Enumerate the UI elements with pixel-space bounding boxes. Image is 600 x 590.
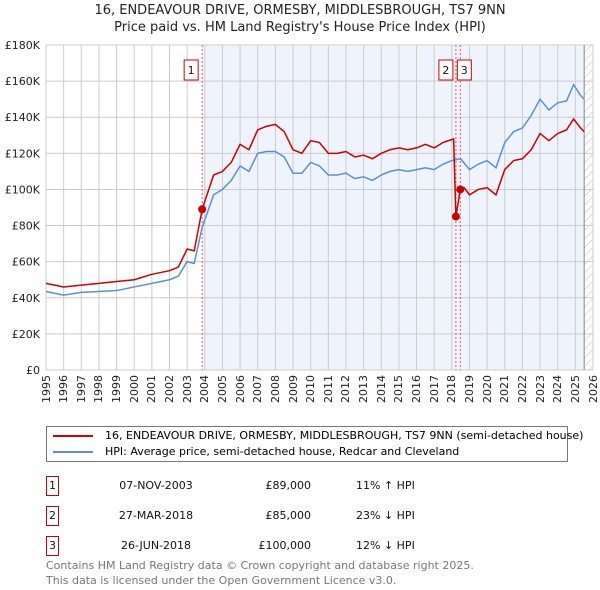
- chart-subtitle: Price paid vs. HM Land Registry's House …: [114, 20, 486, 35]
- sale-marker-box: [183, 59, 199, 81]
- x-tick-label: 2025: [568, 375, 582, 403]
- x-tick-label: 2018: [445, 375, 459, 403]
- sale-date: 27-MAR-2018: [118, 509, 194, 522]
- x-tick-label: 2007: [251, 375, 265, 403]
- chart-title: 16, ENDEAVOUR DRIVE, ORMESBY, MIDDLESBRO…: [94, 3, 506, 18]
- sale-date: 26-JUN-2018: [120, 539, 192, 552]
- x-tick-label: 2016: [410, 375, 424, 403]
- x-tick-label: 1999: [110, 375, 124, 403]
- sale-row-2: 2 27-MAR-2018 £85,000 23% ↓ HPI: [46, 506, 546, 526]
- y-tick-label: £180K: [5, 39, 41, 52]
- y-tick-label: £40K: [12, 292, 41, 305]
- footer-licence: This data is licensed under the Open Gov…: [46, 574, 397, 587]
- highlight-region: [202, 45, 585, 370]
- x-tick-label: 1997: [74, 375, 88, 403]
- y-tick-label: £120K: [5, 147, 41, 160]
- y-tick-label: £100K: [5, 183, 41, 196]
- x-tick-label: 2008: [268, 375, 282, 403]
- y-tick-label: £0: [26, 364, 40, 375]
- x-tick-label: 2006: [233, 375, 247, 403]
- x-tick-label: 1998: [92, 375, 106, 403]
- legend: 16, ENDEAVOUR DRIVE, ORMESBY, MIDDLESBRO…: [46, 426, 583, 462]
- sale-marker-box: [456, 59, 472, 81]
- x-tick-label: 2020: [480, 375, 494, 403]
- y-tick-label: £140K: [5, 111, 41, 124]
- x-tick-label: 2002: [163, 375, 177, 403]
- legend-item-property: 16, ENDEAVOUR DRIVE, ORMESBY, MIDDLESBRO…: [53, 429, 583, 442]
- property-price-line: [45, 117, 585, 288]
- x-tick-label: 2013: [357, 375, 371, 403]
- x-tick-label: 2003: [180, 375, 194, 403]
- hpi-line: [45, 83, 585, 296]
- sale-point: [198, 205, 207, 214]
- x-tick-label: 1996: [57, 375, 71, 403]
- sale-hpi-diff: 11% ↑ HPI: [356, 479, 415, 492]
- sale-date: 07-NOV-2003: [119, 479, 193, 492]
- forecast-hatch: [584, 45, 593, 370]
- sale-marker-label: 3: [46, 536, 59, 556]
- sale-row-1: 1 07-NOV-2003 £89,000 11% ↑ HPI: [46, 476, 546, 496]
- x-tick-label: 2004: [198, 375, 212, 403]
- x-tick-label: 2022: [515, 375, 529, 403]
- x-tick-label: 2010: [304, 375, 318, 403]
- sale-hpi-diff: 23% ↓ HPI: [356, 509, 415, 522]
- footer-copyright: Contains HM Land Registry data © Crown c…: [46, 559, 474, 572]
- sale-point: [456, 185, 465, 194]
- x-tick-label: 2001: [145, 375, 159, 403]
- x-tick-label: 2021: [498, 375, 512, 403]
- y-tick-label: £160K: [5, 75, 41, 88]
- y-tick-label: £60K: [12, 256, 41, 269]
- sale-price: £85,000: [265, 509, 312, 522]
- sale-marker-number: 3: [461, 64, 468, 77]
- x-tick-label: 2026: [586, 375, 600, 403]
- y-tick-label: £20K: [12, 328, 41, 341]
- x-tick-label: 2005: [215, 375, 229, 403]
- legend-label-property: 16, ENDEAVOUR DRIVE, ORMESBY, MIDDLESBRO…: [105, 429, 584, 442]
- x-tick-label: 2023: [533, 375, 547, 403]
- x-tick-label: 2017: [427, 375, 441, 403]
- chart-plot: £0 £20K £40K £60K £80K £100K £120K £140K £160K £1…: [5, 39, 594, 375]
- sale-marker-number: 2: [442, 64, 449, 77]
- x-tick-label: 2012: [339, 375, 353, 403]
- sale-marker-label: 2: [46, 506, 59, 526]
- x-tick-label: 2024: [551, 375, 565, 403]
- x-tick-label: 2014: [374, 375, 388, 403]
- legend-label-hpi: HPI: Average price, semi-detached house,…: [105, 445, 460, 458]
- x-tick-label: 2019: [462, 375, 476, 403]
- y-tick-label: £80K: [12, 220, 41, 233]
- x-tick-label: 2015: [392, 375, 406, 403]
- x-tick-label: 2000: [127, 375, 141, 403]
- x-tick-label: 2011: [321, 375, 335, 403]
- legend-swatch-property: [53, 434, 93, 437]
- sale-marker-box: [438, 59, 454, 81]
- sale-marker-label: 1: [46, 476, 59, 496]
- legend-item-hpi: HPI: Average price, semi-detached house,…: [53, 445, 459, 458]
- x-tick-label: 1995: [39, 375, 53, 403]
- sale-price: £100,000: [258, 539, 312, 552]
- x-tick-label: 2009: [286, 375, 300, 403]
- sale-price: £89,000: [265, 479, 312, 492]
- sale-marker-number: 1: [188, 64, 195, 77]
- sale-row-3: 3 26-JUN-2018 £100,000 12% ↓ HPI: [46, 536, 546, 556]
- sale-point: [451, 212, 460, 221]
- legend-swatch-hpi: [53, 450, 93, 453]
- sale-hpi-diff: 12% ↓ HPI: [356, 539, 415, 552]
